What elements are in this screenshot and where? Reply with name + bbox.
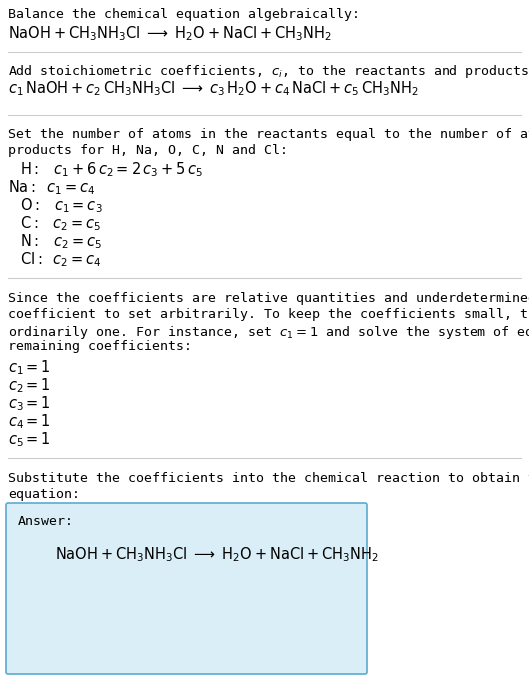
Text: Balance the chemical equation algebraically:: Balance the chemical equation algebraica… — [8, 8, 360, 21]
Text: $c_3 = 1$: $c_3 = 1$ — [8, 394, 51, 413]
Text: $\mathrm{Na:}\;\; c_1 = c_4$: $\mathrm{Na:}\;\; c_1 = c_4$ — [8, 178, 95, 196]
Text: $c_2 = 1$: $c_2 = 1$ — [8, 376, 51, 395]
Text: $\mathrm{H:}\;\;\; c_1 + 6\,c_2 = 2\,c_3 + 5\,c_5$: $\mathrm{H:}\;\;\; c_1 + 6\,c_2 = 2\,c_3… — [20, 160, 203, 179]
Text: Substitute the coefficients into the chemical reaction to obtain the balanced: Substitute the coefficients into the che… — [8, 472, 529, 485]
Text: $c_1\,\mathrm{NaOH} + c_2\,\mathrm{CH_3NH_3Cl} \;\longrightarrow\; c_3\,\mathrm{: $c_1\,\mathrm{NaOH} + c_2\,\mathrm{CH_3N… — [8, 79, 419, 98]
Text: $c_1 = 1$: $c_1 = 1$ — [8, 358, 51, 376]
Text: equation:: equation: — [8, 488, 80, 501]
Text: Set the number of atoms in the reactants equal to the number of atoms in the: Set the number of atoms in the reactants… — [8, 128, 529, 141]
Text: $c_4 = 1$: $c_4 = 1$ — [8, 412, 51, 431]
Text: Since the coefficients are relative quantities and underdetermined, choose a: Since the coefficients are relative quan… — [8, 292, 529, 305]
Text: $\mathrm{N:}\;\;\; c_2 = c_5$: $\mathrm{N:}\;\;\; c_2 = c_5$ — [20, 232, 102, 251]
Text: Answer:: Answer: — [18, 515, 74, 528]
Text: remaining coefficients:: remaining coefficients: — [8, 340, 192, 353]
Text: $c_5 = 1$: $c_5 = 1$ — [8, 430, 51, 449]
FancyBboxPatch shape — [6, 503, 367, 674]
Text: $\mathrm{NaOH + CH_3NH_3Cl} \;\longrightarrow\; \mathrm{H_2O + NaCl + CH_3NH_2}$: $\mathrm{NaOH + CH_3NH_3Cl} \;\longright… — [55, 545, 379, 564]
Text: coefficient to set arbitrarily. To keep the coefficients small, the arbitrary va: coefficient to set arbitrarily. To keep … — [8, 308, 529, 321]
Text: products for H, Na, O, C, N and Cl:: products for H, Na, O, C, N and Cl: — [8, 144, 288, 157]
Text: $\mathrm{O:}\;\;\; c_1 = c_3$: $\mathrm{O:}\;\;\; c_1 = c_3$ — [20, 196, 103, 215]
Text: $\mathrm{Cl:}\;\; c_2 = c_4$: $\mathrm{Cl:}\;\; c_2 = c_4$ — [20, 250, 102, 269]
Text: Add stoichiometric coefficients, $c_i$, to the reactants and products:: Add stoichiometric coefficients, $c_i$, … — [8, 63, 529, 80]
Text: $\mathrm{NaOH + CH_3NH_3Cl} \;\longrightarrow\; \mathrm{H_2O + NaCl + CH_3NH_2}$: $\mathrm{NaOH + CH_3NH_3Cl} \;\longright… — [8, 24, 332, 43]
Text: ordinarily one. For instance, set $c_1 = 1$ and solve the system of equations fo: ordinarily one. For instance, set $c_1 =… — [8, 324, 529, 341]
Text: $\mathrm{C:}\;\;\; c_2 = c_5$: $\mathrm{C:}\;\;\; c_2 = c_5$ — [20, 214, 102, 233]
